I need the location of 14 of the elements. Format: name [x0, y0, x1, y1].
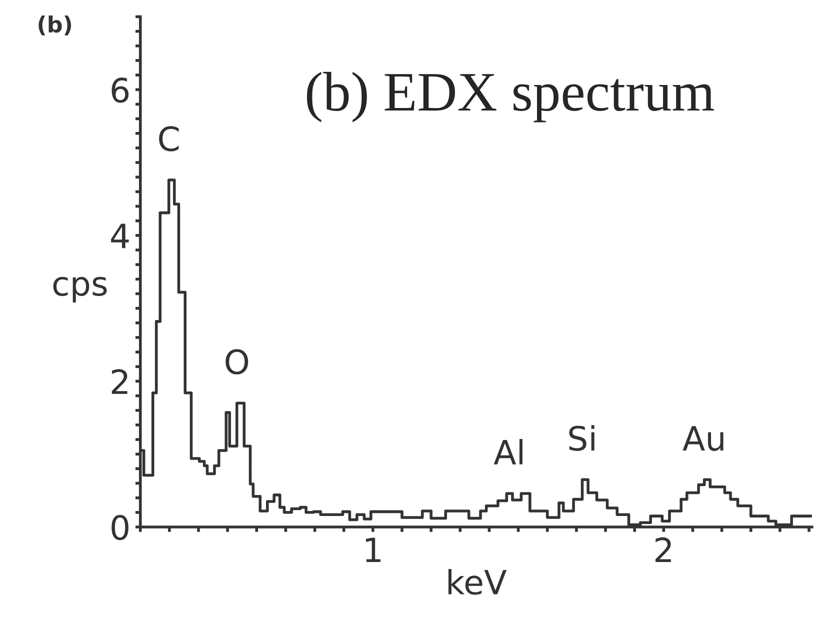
- y-tick-label: 6: [112, 78, 129, 103]
- y-tick-label: 0: [112, 514, 128, 540]
- text: (b) EDX spectrum: [306, 72, 714, 122]
- annotation: Au: [682, 426, 724, 451]
- x-tick-label: 1: [366, 538, 380, 562]
- annotation: Al: [494, 438, 522, 464]
- y-axis-title: cps: [53, 276, 107, 302]
- x-axis-title: keV: [448, 568, 507, 595]
- y-tick-label: 4: [111, 224, 129, 248]
- annotation: O: [226, 349, 248, 374]
- annotation: Si: [569, 425, 594, 451]
- text: (b): [38, 16, 72, 36]
- annotation: C: [159, 126, 179, 152]
- y-tick-label: 2: [112, 369, 128, 394]
